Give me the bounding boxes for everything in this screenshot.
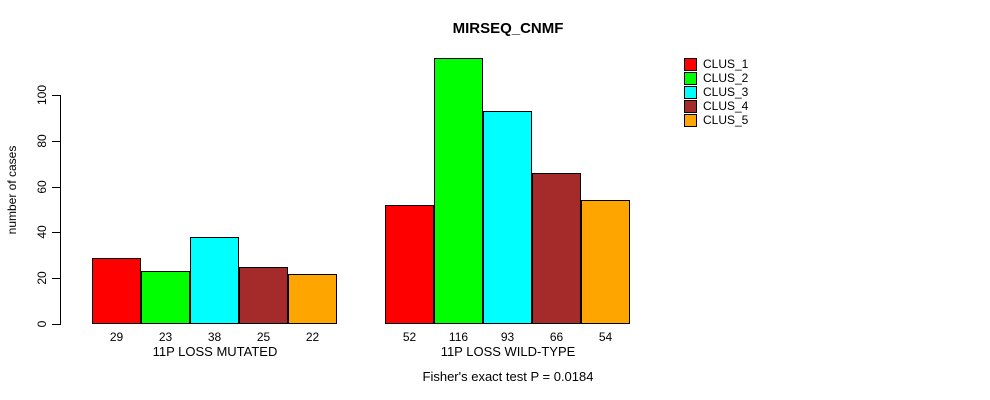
bar-value-label: 116 [448, 330, 469, 344]
bar-clus_5-group2 [581, 200, 630, 324]
legend-swatch [684, 86, 697, 99]
y-axis-line [60, 95, 61, 325]
y-axis-title: number of cases [5, 145, 19, 235]
legend-swatch [684, 58, 697, 71]
legend: CLUS_1 CLUS_2 CLUS_3 CLUS_4 CLUS_5 [684, 58, 748, 128]
bar-value-label: 93 [500, 330, 515, 344]
bar-clus_4-group1 [239, 267, 288, 324]
y-tick-label: 60 [35, 179, 49, 194]
chart-title: MIRSEQ_CNMF [452, 20, 564, 37]
y-tick-label: 0 [35, 320, 49, 328]
bar-value-label: 52 [402, 330, 417, 344]
x-group-label-mutated: 11P LOSS MUTATED [152, 344, 278, 359]
y-tick-mark [52, 140, 61, 142]
bar-clus_2-group2 [434, 58, 483, 324]
legend-item-clus_1: CLUS_1 [684, 58, 748, 71]
y-tick-mark [52, 324, 61, 325]
y-tick-label: 20 [35, 271, 49, 285]
bar-clus_3-group2 [483, 111, 532, 324]
legend-swatch [684, 100, 697, 113]
fisher-test-annotation: Fisher's exact test P = 0.0184 [422, 369, 594, 384]
bar-clus_4-group2 [532, 173, 581, 324]
legend-item-clus_3: CLUS_3 [684, 86, 748, 99]
bar-value-label: 25 [256, 330, 271, 344]
legend-swatch [684, 114, 697, 127]
legend-label: CLUS_4 [703, 99, 749, 113]
y-tick-mark [52, 95, 61, 96]
legend-label: CLUS_5 [703, 113, 749, 127]
bar-clus_3-group1 [190, 237, 239, 324]
legend-swatch [684, 72, 697, 85]
y-tick-mark [52, 232, 61, 234]
bar-value-label: 66 [549, 330, 564, 344]
legend-label: CLUS_3 [703, 85, 749, 99]
bar-clus_1-group2 [385, 205, 434, 324]
y-tick-mark [52, 278, 61, 280]
bar-value-label: 38 [207, 330, 222, 344]
bar-value-label: 23 [158, 330, 173, 344]
y-tick-label: 40 [35, 225, 49, 240]
legend-label: CLUS_1 [703, 57, 749, 71]
bar-clus_5-group1 [288, 274, 337, 324]
y-tick-label: 80 [35, 134, 49, 148]
bar-clus_1-group1 [92, 258, 141, 324]
bar-clus_2-group1 [141, 271, 190, 324]
legend-item-clus_4: CLUS_4 [684, 100, 748, 113]
bar-value-label: 54 [598, 330, 613, 344]
y-tick-label: 100 [35, 84, 49, 106]
legend-item-clus_5: CLUS_5 [684, 114, 748, 127]
legend-item-clus_2: CLUS_2 [684, 72, 748, 85]
bar-value-label: 29 [109, 330, 124, 344]
legend-label: CLUS_2 [703, 71, 749, 85]
y-tick-mark [52, 186, 61, 188]
bar-value-label: 22 [305, 330, 320, 344]
x-group-label-wild-type: 11P LOSS WILD-TYPE [440, 344, 576, 359]
